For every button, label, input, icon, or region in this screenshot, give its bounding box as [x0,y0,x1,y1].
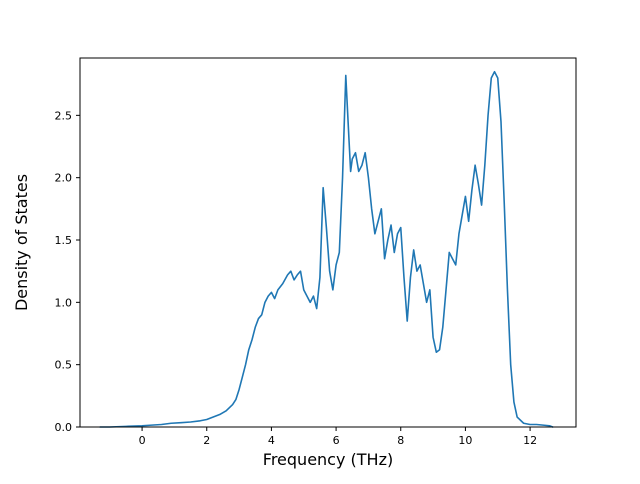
dos-curve [99,70,554,428]
y-axis-ticks: 0.0 0.5 1.0 1.5 2.0 2.5 [55,109,80,434]
y-tick-label: 0.5 [55,359,73,372]
y-axis-label: Density of States [12,174,31,311]
axes-spines [79,57,577,428]
y-tick-label: 1.0 [55,296,73,309]
x-tick-label: 2 [203,434,210,447]
x-tick-label: 4 [268,434,275,447]
x-tick-label: 8 [397,434,404,447]
y-tick-label: 1.5 [55,234,73,247]
y-tick-label: 2.5 [55,109,73,122]
y-tick-label: 2.0 [55,172,73,185]
x-tick-label: 12 [523,434,537,447]
x-tick-label: 10 [458,434,472,447]
x-axis-ticks: 0 2 4 6 8 10 12 [139,427,537,447]
x-axis-label: Frequency (THz) [263,450,393,469]
x-tick-label: 0 [139,434,146,447]
x-tick-label: 6 [333,434,340,447]
y-tick-label: 0.0 [55,421,73,434]
